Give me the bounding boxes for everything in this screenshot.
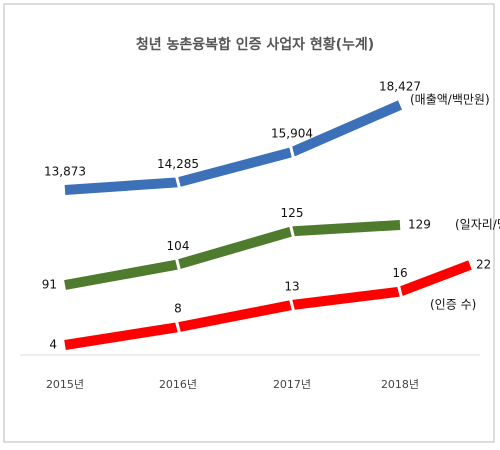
x-tick-label: 2018년 — [381, 378, 419, 391]
x-tick-label: 2016년 — [159, 378, 197, 391]
segment-gap — [288, 296, 296, 314]
segment-gap — [396, 283, 404, 301]
legend-label: (일자리/명) — [455, 218, 500, 232]
data-label: 18,427 — [379, 80, 421, 94]
x-tick-label: 2017년 — [273, 378, 311, 391]
chart-frame — [3, 3, 495, 443]
legend-label: (매출액/백만원) — [410, 93, 490, 107]
data-label: 104 — [167, 239, 190, 253]
data-label: 14,285 — [157, 157, 199, 171]
data-label: 15,904 — [271, 127, 313, 141]
legend-label: (인증 수) — [430, 298, 476, 312]
data-label: 91 — [42, 278, 57, 292]
data-label: 4 — [49, 338, 57, 352]
segment-gap — [288, 222, 296, 240]
data-label: 13 — [284, 280, 299, 294]
x-tick-label: 2015년 — [46, 378, 84, 391]
chart-title: 청년 농촌융복합 인증 사업자 현황(누계) — [136, 36, 374, 53]
series-line — [64, 100, 402, 195]
data-label: 125 — [281, 206, 304, 220]
data-label: 129 — [408, 218, 431, 232]
series-line — [64, 220, 401, 290]
segment-gap — [288, 143, 296, 161]
segment-gap — [174, 256, 182, 273]
data-label: 22 — [476, 258, 491, 272]
data-label: 16 — [392, 266, 407, 280]
data-label: 8 — [174, 302, 182, 316]
segment-gap — [174, 318, 182, 336]
segment-gap — [174, 173, 182, 191]
data-label: 13,873 — [44, 165, 86, 179]
